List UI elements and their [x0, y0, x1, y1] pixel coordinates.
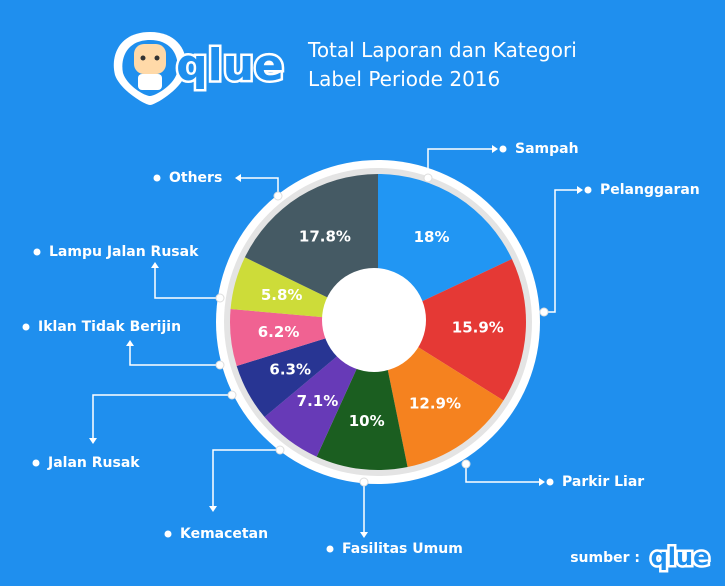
- category-label: Others: [169, 170, 222, 186]
- ring-dot: [215, 360, 225, 370]
- category-label: Iklan Tidak Berijin: [38, 319, 181, 335]
- arrow-head: [577, 186, 583, 194]
- labels: 18% Sampah 15.9% Pelanggaran 12.9% Parkir Lia…: [22, 141, 700, 557]
- ring-dot: [227, 390, 237, 400]
- ring-dot: [275, 445, 285, 455]
- category-label: Fasilitas Umum: [342, 541, 463, 557]
- category-label: Kemacetan: [180, 526, 268, 542]
- arrow-head: [126, 340, 134, 346]
- value-label: 5.8%: [261, 286, 303, 304]
- ring-dot: [359, 477, 369, 487]
- logo-eye: [154, 55, 160, 61]
- category-label: Sampah: [515, 141, 579, 157]
- logo: qlue: [113, 32, 286, 105]
- source-brand: qlue: [651, 543, 710, 571]
- value-label: 6.3%: [269, 360, 311, 378]
- leader-arrow: [129, 346, 220, 366]
- leader-arrow: [92, 394, 232, 438]
- value-label: 10%: [349, 412, 385, 430]
- value-label: 6.2%: [258, 323, 300, 341]
- category-label: Jalan Rusak: [47, 455, 140, 471]
- logo-eye: [140, 55, 146, 61]
- legend-dot: [33, 248, 41, 256]
- category-label: Parkir Liar: [562, 474, 644, 490]
- ring-dot: [539, 307, 549, 317]
- ring-dot: [215, 293, 225, 303]
- legend-dot: [499, 145, 507, 153]
- value-label: 7.1%: [297, 392, 339, 410]
- logo-face: [134, 44, 166, 74]
- logo-body: [138, 74, 162, 90]
- slice: [378, 322, 504, 468]
- slice: [378, 258, 526, 401]
- legend-dot: [546, 478, 554, 486]
- legend-dot: [584, 186, 592, 194]
- leader-arrow: [427, 148, 492, 178]
- leader-arrow: [544, 189, 577, 313]
- legend-dot: [32, 459, 40, 467]
- legend-dot: [326, 545, 334, 553]
- arrow-head: [209, 506, 217, 512]
- leader-arrow: [212, 449, 280, 506]
- value-label: 17.8%: [299, 228, 351, 246]
- chart-title: Total Laporan dan Kategori Label Periode…: [308, 38, 577, 91]
- value-label: 15.9%: [452, 318, 504, 336]
- legend-dot: [153, 174, 161, 182]
- arrow-head: [492, 145, 498, 153]
- arrow-head: [151, 262, 159, 268]
- legend-dot: [22, 323, 30, 331]
- category-label: Lampu Jalan Rusak: [49, 244, 199, 260]
- donut-hole: [322, 268, 426, 372]
- leader-arrow: [465, 464, 539, 483]
- value-label: 12.9%: [409, 395, 461, 413]
- arrow-head: [539, 478, 545, 486]
- arrow-head: [89, 438, 97, 444]
- leader-arrow: [241, 177, 279, 196]
- arrow-head: [360, 532, 368, 538]
- ring-dot: [461, 459, 471, 469]
- leader-arrow: [154, 268, 220, 299]
- ring-dot: [423, 173, 433, 183]
- legend-dot: [164, 530, 172, 538]
- category-label: Pelanggaran: [600, 182, 700, 198]
- brand: qlue: [176, 40, 284, 91]
- source-label: sumber :: [570, 550, 640, 566]
- ring-dot: [273, 191, 283, 201]
- arrow-head: [235, 174, 241, 182]
- value-label: 18%: [414, 228, 450, 246]
